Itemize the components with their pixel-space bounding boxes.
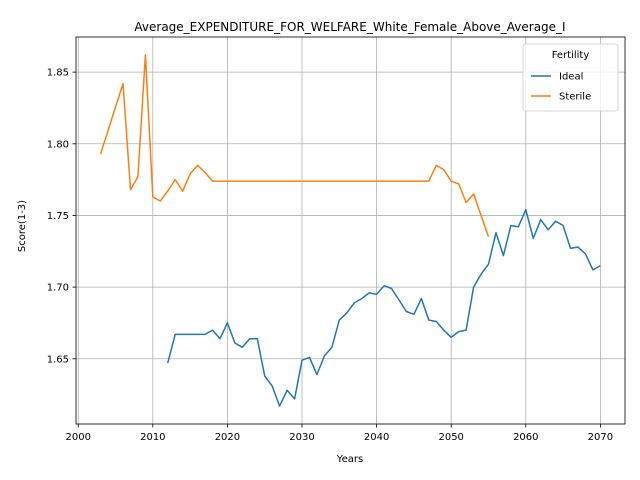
legend-box: [522, 43, 619, 112]
y-tick-label: 1.85: [47, 68, 69, 79]
axes-frame: [75, 36, 626, 425]
legend-label-sterile: Sterile: [559, 92, 591, 103]
x-tick-label: 2070: [588, 432, 613, 443]
x-tick-label: 2030: [289, 432, 314, 443]
chart-title: Average_EXPENDITURE_FOR_WELFARE_White_Fe…: [134, 20, 565, 34]
legend-title: Fertility: [552, 50, 590, 61]
axis-ticks: 2000 2010 2020 2030 2040 2050 2060 2070 1.65 1.70…: [47, 68, 613, 443]
legend: Fertility Ideal Sterile: [522, 43, 619, 112]
x-tick-label: 2020: [215, 432, 240, 443]
x-tick-label: 2040: [364, 432, 389, 443]
x-tick-label: 2000: [66, 432, 91, 443]
x-axis-label: Years: [336, 454, 363, 465]
y-tick-label: 1.65: [47, 354, 69, 365]
series-line-ideal: [166, 208, 601, 407]
x-tick-label: 2050: [438, 432, 463, 443]
series-lines: [99, 54, 601, 407]
y-axis-label: Score(1-3): [17, 200, 28, 252]
y-tick-label: 1.75: [47, 211, 69, 222]
x-tick-label: 2010: [140, 432, 165, 443]
y-tick-label: 1.80: [47, 139, 69, 150]
y-tick-label: 1.70: [47, 283, 69, 294]
legend-label-ideal: Ideal: [559, 72, 583, 83]
series-line-sterile: [99, 54, 490, 238]
x-tick-label: 2060: [513, 432, 538, 443]
